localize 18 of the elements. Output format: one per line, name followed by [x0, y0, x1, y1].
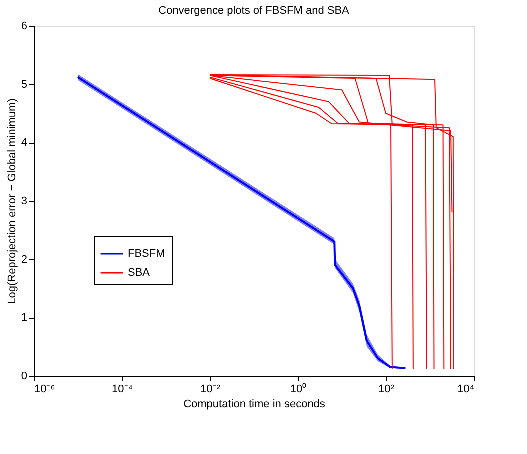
y-tick-label: 3 — [21, 196, 28, 208]
x-tick-label: 10⁻² — [200, 384, 221, 396]
legend-label: SBA — [128, 267, 151, 279]
chart-title: Convergence plots of FBSFM and SBA — [158, 5, 350, 17]
x-tick-label: 10⁻⁶ — [34, 384, 56, 396]
y-tick-label: 1 — [21, 312, 28, 324]
y-tick-label: 2 — [21, 254, 28, 266]
legend-label: FBSFM — [128, 248, 166, 260]
y-tick-label: 5 — [21, 78, 28, 91]
x-tick-label: 10⁻⁴ — [112, 384, 134, 396]
y-axis-title: Log(Reprojection error − Global minimum) — [6, 98, 18, 304]
y-tick-label: 6 — [21, 20, 28, 32]
x-tick-label: 10⁰ — [290, 382, 307, 396]
x-axis-title: Computation time in seconds — [184, 398, 326, 410]
x-tick-label: 10² — [378, 384, 395, 396]
x-tick-label: 10⁴ — [458, 384, 475, 396]
y-tick-label: 4 — [21, 137, 28, 150]
y-tick-label: 0 — [21, 370, 28, 382]
